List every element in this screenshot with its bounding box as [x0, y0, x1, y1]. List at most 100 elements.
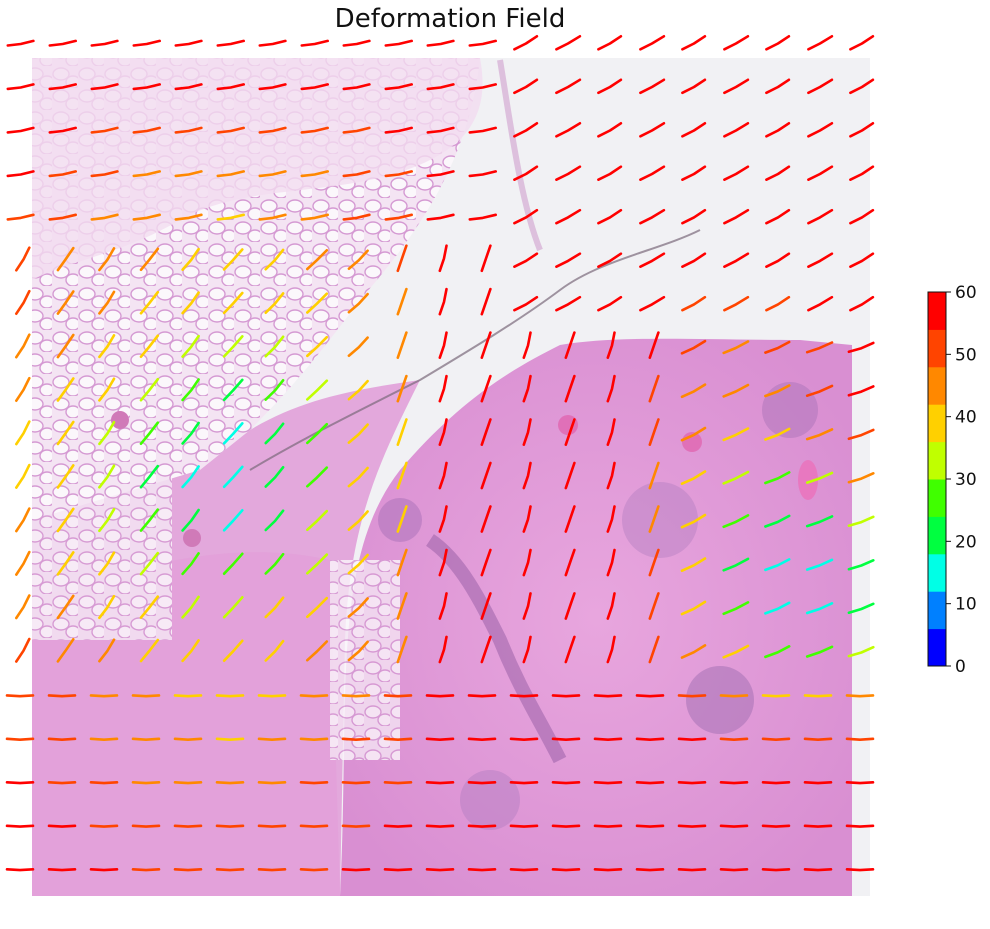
- vector-glyph: [173, 867, 203, 872]
- vector-glyph: [849, 165, 875, 181]
- vector-glyph: [347, 292, 369, 314]
- vector-glyph: [551, 694, 581, 698]
- vector-glyph: [680, 644, 707, 659]
- vector-glyph: [396, 287, 408, 316]
- vector-glyph: [257, 737, 287, 742]
- vector-glyph: [216, 170, 245, 178]
- vector-glyph: [347, 336, 369, 358]
- vector-glyph: [564, 548, 576, 577]
- vector-glyph: [257, 867, 287, 872]
- vector-glyph: [467, 694, 497, 698]
- vector-glyph: [98, 507, 116, 533]
- colorbar-tick-label: 30: [955, 470, 977, 490]
- vector-glyph: [257, 694, 287, 698]
- vector-glyph: [438, 331, 448, 360]
- vector-glyph: [222, 291, 244, 315]
- vector-glyph: [216, 126, 245, 134]
- vector-glyph: [765, 165, 791, 181]
- vector-glyph: [396, 505, 408, 533]
- vector-glyph: [181, 465, 200, 489]
- vector-glyph: [606, 418, 616, 447]
- vector-glyph: [139, 247, 160, 272]
- vector-glyph: [383, 824, 413, 828]
- vector-glyph: [383, 694, 413, 698]
- vector-glyph: [299, 824, 329, 828]
- vector-glyph: [299, 737, 329, 742]
- vector-glyph: [639, 295, 666, 312]
- vector-glyph: [849, 122, 875, 138]
- vector-glyph: [305, 292, 329, 314]
- vector-glyph: [639, 122, 666, 138]
- colorbar-tick-label: 0: [955, 657, 966, 677]
- vector-glyph: [90, 83, 119, 91]
- vector-glyph: [47, 824, 77, 828]
- vector-glyph: [90, 39, 119, 47]
- vector-glyph: [264, 292, 285, 315]
- vector-glyph: [347, 553, 369, 575]
- vector-glyph: [639, 165, 666, 181]
- vector-glyph: [181, 334, 200, 358]
- vector-glyph: [807, 165, 834, 181]
- vector-glyph: [648, 548, 660, 577]
- vector-glyph: [425, 867, 455, 872]
- vector-glyph: [509, 694, 539, 698]
- vector-glyph: [597, 208, 623, 225]
- vector-glyph: [300, 83, 330, 91]
- vector-glyph: [765, 122, 791, 138]
- vector-glyph: [215, 824, 245, 828]
- vector-glyph: [426, 39, 455, 47]
- vector-glyph: [174, 126, 203, 134]
- vector-glyph: [216, 39, 245, 47]
- vector-glyph: [847, 471, 875, 484]
- vector-glyph: [597, 122, 623, 138]
- vector-glyph: [719, 737, 749, 742]
- vector-glyph: [215, 867, 245, 872]
- vector-glyph: [264, 335, 285, 358]
- vector-glyph: [6, 213, 35, 221]
- vector-glyph: [513, 295, 539, 312]
- vector-glyph: [56, 290, 75, 315]
- vector-glyph: [807, 78, 834, 95]
- vector-glyph: [847, 602, 875, 615]
- vector-glyph: [425, 737, 455, 742]
- vector-glyph: [383, 780, 413, 785]
- vector-glyph: [396, 461, 408, 490]
- vector-glyph: [480, 505, 492, 533]
- vector-glyph: [47, 780, 77, 785]
- vector-glyph: [606, 592, 616, 620]
- vector-glyph: [719, 867, 749, 872]
- vector-glyph: [597, 165, 623, 181]
- vector-glyph: [522, 592, 532, 620]
- vector-glyph: [681, 34, 707, 51]
- vector-glyph: [680, 600, 707, 616]
- vector-glyph: [6, 170, 35, 178]
- vector-glyph: [480, 287, 492, 316]
- vector-glyph: [426, 170, 455, 178]
- vector-glyph: [480, 244, 492, 273]
- vector-glyph: [222, 552, 244, 576]
- vector-glyph: [341, 824, 371, 828]
- vector-glyph: [305, 509, 329, 532]
- vector-glyph: [89, 824, 119, 828]
- vector-glyph: [803, 867, 833, 872]
- vector-glyph: [845, 780, 875, 785]
- vector-glyph: [764, 384, 791, 398]
- vector-glyph: [222, 248, 244, 271]
- vector-glyph: [215, 694, 245, 698]
- vector-glyph: [132, 170, 161, 178]
- vector-glyph: [593, 867, 623, 872]
- vector-glyph: [258, 213, 287, 221]
- vector-glyph: [14, 637, 31, 663]
- vector-glyph: [299, 867, 329, 872]
- vector-glyph: [606, 505, 616, 533]
- vector-glyph: [98, 247, 116, 272]
- vector-glyph: [384, 213, 414, 221]
- vector-glyph: [89, 694, 119, 698]
- vector-glyph: [341, 780, 371, 785]
- vector-glyph: [764, 471, 791, 485]
- vector-glyph: [722, 644, 750, 659]
- vector-glyph: [347, 423, 369, 444]
- vector-glyph: [139, 290, 160, 315]
- vector-glyph: [383, 867, 413, 872]
- vector-glyph: [258, 170, 287, 178]
